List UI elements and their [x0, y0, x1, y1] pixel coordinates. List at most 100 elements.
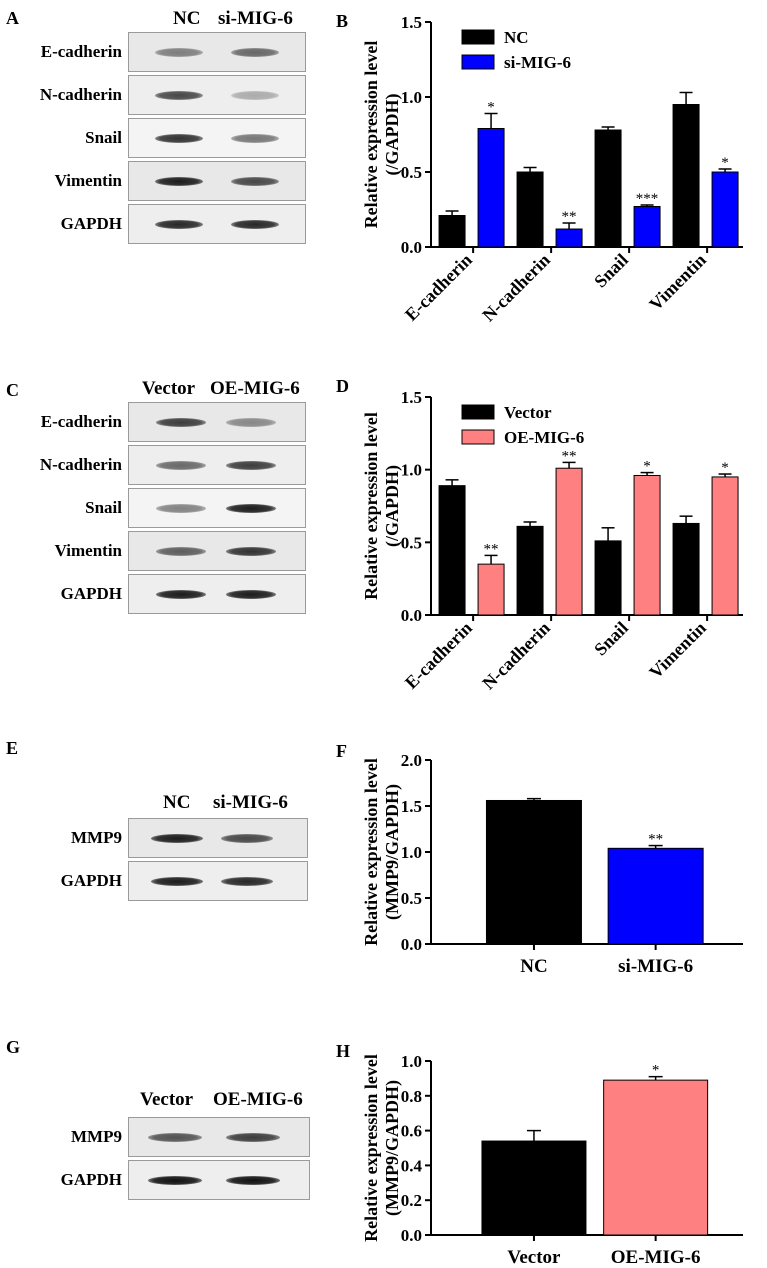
- legend-label: Vector: [504, 403, 552, 422]
- blot-row-gapdh: GAPDH: [0, 204, 306, 244]
- y-tick-label: 1.5: [401, 797, 422, 816]
- y-tick-label: 1.0: [401, 461, 422, 480]
- bar: [711, 171, 739, 248]
- y-tick-label: 0.5: [401, 533, 422, 552]
- blot-row-gapdh: GAPDH: [0, 861, 308, 901]
- legend-swatch: [461, 404, 495, 420]
- blot-row-n-cadherin: N-cadherin: [0, 75, 306, 115]
- x-tick-label: NC: [520, 956, 547, 977]
- y-tick-label: 1.0: [401, 843, 422, 862]
- protein-band: [226, 1176, 280, 1185]
- significance-mark: *: [721, 155, 729, 171]
- blot-row-label: GAPDH: [60, 214, 122, 233]
- protein-band: [155, 220, 203, 229]
- blot-row-mmp9: MMP9: [0, 818, 308, 858]
- bar: [438, 485, 466, 616]
- blot-membrane: [128, 75, 306, 115]
- blot-row-e-cadherin: E-cadherin: [0, 32, 306, 72]
- blot-row-e-cadherin: E-cadherin: [0, 402, 306, 442]
- legend-label: OE-MIG-6: [504, 428, 584, 447]
- bar: [603, 1079, 709, 1236]
- protein-band: [155, 177, 203, 186]
- lane-label-oe-mig-6: OE-MIG-6: [210, 378, 300, 399]
- bar: [481, 1140, 587, 1236]
- blot-row-snail: Snail: [0, 118, 306, 158]
- lane-label-si-mig-6: si-MIG-6: [218, 8, 293, 29]
- y-axis-label: Relative expression level: [361, 1054, 381, 1242]
- western-blot-g: Vector OE-MIG-6 MMP9 GAPDH: [0, 1075, 320, 1205]
- bar: [516, 525, 544, 616]
- protein-band: [155, 48, 203, 57]
- legend-swatch: [461, 54, 495, 70]
- x-tick-label: N-cadherin: [478, 250, 554, 326]
- y-tick-label: 0.0: [401, 606, 422, 625]
- y-axis-label-unit: (MMP9/GAPDH): [382, 784, 403, 920]
- blot-row-gapdh: GAPDH: [0, 574, 306, 614]
- x-tick-label: Snail: [590, 250, 632, 292]
- significance-mark: *: [652, 1063, 660, 1079]
- blot-row-n-cadherin: N-cadherin: [0, 445, 306, 485]
- bar: [477, 128, 505, 248]
- blot-membrane: [128, 118, 306, 158]
- western-blot-a: NC si-MIG-6 E-cadherin N-cadherin Snail Vim…: [0, 0, 320, 250]
- panel-letter-b: B: [336, 11, 348, 31]
- chart-d: D Relative expression level (/GAPDH) 0.0 0.5…: [336, 376, 743, 693]
- blot-membrane: [128, 488, 306, 528]
- y-axis-label-unit: (MMP9/GAPDH): [382, 1080, 403, 1216]
- legend-label: si-MIG-6: [504, 53, 571, 72]
- x-tick-label: Vimentin: [645, 250, 710, 315]
- protein-band: [156, 590, 206, 599]
- blot-membrane: [128, 1160, 310, 1200]
- x-tick-label: Vector: [507, 1247, 561, 1268]
- blot-row-label: GAPDH: [60, 1170, 122, 1189]
- blot-row-label: MMP9: [71, 828, 122, 847]
- bar: [555, 228, 583, 248]
- significance-mark: **: [648, 832, 663, 848]
- legend-swatch: [461, 29, 495, 45]
- y-tick-label: 0.0: [401, 238, 422, 257]
- protein-band: [148, 1176, 202, 1185]
- bar: [516, 171, 544, 248]
- protein-band: [156, 461, 206, 470]
- lane-label-oe-mig-6: OE-MIG-6: [213, 1089, 303, 1110]
- lane-label-nc: NC: [163, 792, 191, 813]
- western-blot-e: NC si-MIG-6 MMP9 GAPDH: [0, 780, 320, 910]
- lane-label-vector: Vector: [140, 1089, 194, 1110]
- protein-band: [231, 220, 279, 229]
- y-axis-label: Relative expression level: [361, 412, 381, 600]
- blot-membrane: [128, 32, 306, 72]
- protein-band: [155, 91, 203, 100]
- y-axis-label-unit: (/GAPDH): [382, 465, 403, 547]
- blot-membrane: [128, 161, 306, 201]
- panel-letter-a: A: [6, 8, 19, 28]
- lane-label-vector: Vector: [142, 378, 196, 399]
- y-tick-label: 1.5: [401, 388, 422, 407]
- blot-membrane: [128, 445, 306, 485]
- protein-band: [231, 177, 279, 186]
- significance-mark: *: [643, 459, 651, 475]
- legend-label: NC: [504, 28, 529, 47]
- blot-membrane: [128, 1117, 310, 1157]
- panel-letter-d: D: [336, 376, 349, 396]
- blot-row-label: E-cadherin: [40, 42, 122, 61]
- protein-band: [148, 1133, 202, 1142]
- blot-row-gapdh: GAPDH: [0, 1160, 310, 1200]
- protein-band: [226, 504, 276, 513]
- protein-band: [226, 461, 276, 470]
- y-axis-label-unit: (/GAPDH): [382, 94, 403, 176]
- lane-label-si-mig-6: si-MIG-6: [213, 792, 288, 813]
- protein-band: [226, 590, 276, 599]
- protein-band: [231, 48, 279, 57]
- blot-row-label: Snail: [85, 128, 122, 147]
- y-axis-label: Relative expression level: [361, 758, 381, 946]
- bar: [485, 799, 582, 945]
- x-tick-label: Vimentin: [645, 618, 710, 683]
- y-tick-label: 0.5: [401, 163, 422, 182]
- y-tick-label: 0.0: [401, 935, 422, 954]
- blot-row-vimentin: Vimentin: [0, 161, 306, 201]
- protein-band: [226, 547, 276, 556]
- protein-band: [221, 834, 273, 843]
- x-tick-label: E-cadherin: [401, 618, 476, 693]
